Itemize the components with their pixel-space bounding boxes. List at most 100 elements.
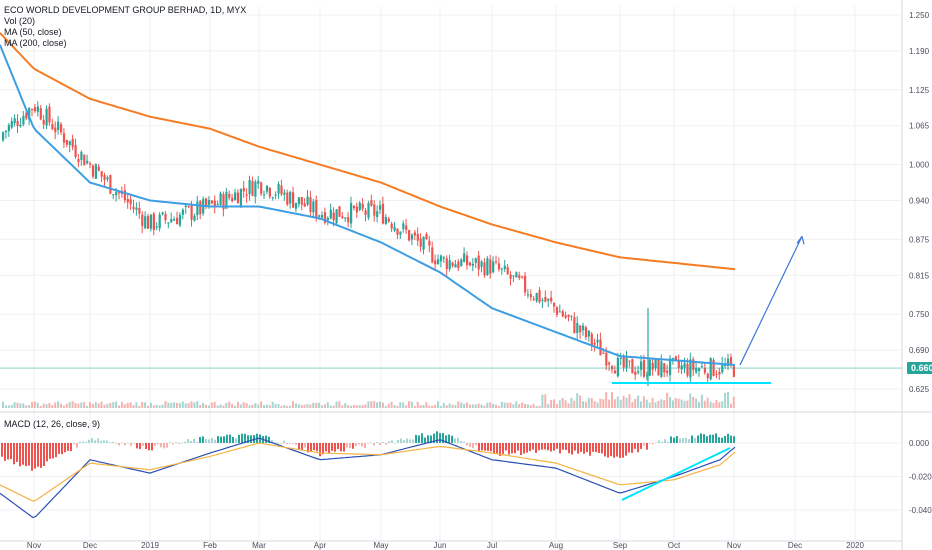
- macd-histogram-bar: [682, 437, 684, 443]
- macd-histogram-bar: [427, 435, 429, 443]
- candle-body: [671, 357, 675, 359]
- macd-histogram-bar: [79, 441, 81, 443]
- macd-histogram-bar: [472, 443, 474, 449]
- macd-histogram-bar: [43, 443, 45, 467]
- macd-histogram-bar: [568, 443, 570, 454]
- candle-body: [10, 121, 13, 128]
- macd-histogram-bar: [583, 443, 585, 454]
- candle-body: [306, 196, 309, 205]
- candle-body: [640, 361, 643, 370]
- volume-bar: [234, 405, 236, 408]
- macd-histogram-bar: [559, 443, 561, 454]
- volume-bar: [126, 402, 129, 408]
- candle-body: [286, 192, 289, 205]
- macd-histogram-bar: [679, 438, 681, 443]
- candle-body: [129, 199, 132, 205]
- macd-histogram-bar: [475, 443, 477, 446]
- volume-bar: [663, 400, 666, 408]
- macd-histogram-bar: [526, 443, 528, 453]
- volume-bar: [561, 397, 564, 408]
- macd-histogram-bar: [619, 443, 621, 458]
- candle-body: [161, 212, 164, 215]
- macd-histogram-bar: [172, 443, 174, 445]
- candle-body: [521, 276, 524, 278]
- macd-histogram-bar: [382, 442, 384, 443]
- macd-histogram-bar: [613, 443, 615, 458]
- volume-bar: [94, 402, 97, 408]
- candle-body: [190, 205, 193, 220]
- candle-body: [213, 200, 216, 207]
- volume-bar: [509, 402, 512, 408]
- macd-histogram-bar: [712, 434, 714, 443]
- volume-bar: [590, 397, 593, 408]
- volume-bar: [547, 403, 550, 408]
- candle-body: [60, 124, 63, 133]
- candle-body: [83, 154, 86, 166]
- volume-bar: [413, 405, 416, 408]
- candle-body: [303, 203, 306, 207]
- macd-histogram-bar: [184, 441, 186, 443]
- candle-body: [718, 372, 721, 375]
- volume-bar: [593, 401, 596, 408]
- candle-body: [138, 208, 141, 214]
- volume-bar: [97, 403, 100, 408]
- volume-legend: Vol (20): [4, 16, 36, 26]
- volume-bar: [732, 396, 735, 408]
- candle-body: [176, 217, 179, 225]
- volume-bar: [309, 404, 312, 408]
- volume-bar: [91, 403, 94, 408]
- macd-histogram-bar: [322, 443, 324, 455]
- volume-bar: [219, 404, 222, 408]
- candle-body: [434, 260, 437, 265]
- candle-body: [326, 217, 329, 221]
- candle-body: [65, 139, 68, 145]
- macd-histogram-bar: [208, 439, 210, 443]
- macd-histogram-bar: [580, 443, 582, 452]
- volume-bar: [106, 403, 109, 408]
- volume-bar: [338, 401, 341, 408]
- macd-histogram-bar: [223, 436, 225, 443]
- macd-histogram-bar: [577, 443, 579, 454]
- volume-bar: [416, 401, 419, 408]
- volume-bar: [573, 400, 576, 408]
- candle-body: [558, 311, 561, 313]
- macd-histogram-bar: [727, 433, 729, 443]
- candle-body: [2, 132, 5, 141]
- volume-bar: [451, 404, 454, 408]
- volume-bar: [376, 402, 379, 408]
- volume-bar: [718, 402, 721, 408]
- macd-histogram-bar: [28, 443, 30, 466]
- volume-bar: [155, 404, 158, 408]
- macd-histogram-bar: [544, 443, 546, 450]
- macd-histogram-bar: [400, 438, 402, 443]
- macd-histogram-bar: [214, 439, 216, 443]
- last-price-tag: 0.660: [907, 362, 932, 374]
- candle-body: [416, 233, 419, 241]
- macd-histogram-bar: [469, 443, 471, 447]
- volume-bar: [7, 405, 10, 408]
- macd-histogram-bar: [454, 438, 456, 443]
- volume-bar: [634, 398, 637, 408]
- volume-bar: [474, 404, 477, 408]
- candle-body: [550, 297, 553, 302]
- candle-body: [405, 225, 408, 231]
- candle-body: [625, 357, 628, 368]
- volume-bar: [492, 403, 495, 408]
- candle-body: [584, 327, 588, 338]
- candle-body: [384, 217, 387, 224]
- macd-histogram-bar: [676, 436, 678, 443]
- ma50-line: [0, 44, 736, 366]
- candle-body: [254, 181, 257, 197]
- volume-bar: [68, 402, 71, 408]
- price-tick-label: 1.125: [909, 86, 930, 95]
- candle-body: [152, 213, 155, 230]
- volume-bar: [477, 403, 480, 408]
- macd-histogram-bar: [604, 443, 606, 457]
- volume-bar: [703, 400, 706, 408]
- volume-bar: [2, 401, 4, 408]
- macd-histogram-bar: [643, 443, 645, 446]
- volume-bar: [680, 399, 683, 408]
- candle-body: [271, 197, 274, 199]
- candle-body: [393, 226, 396, 231]
